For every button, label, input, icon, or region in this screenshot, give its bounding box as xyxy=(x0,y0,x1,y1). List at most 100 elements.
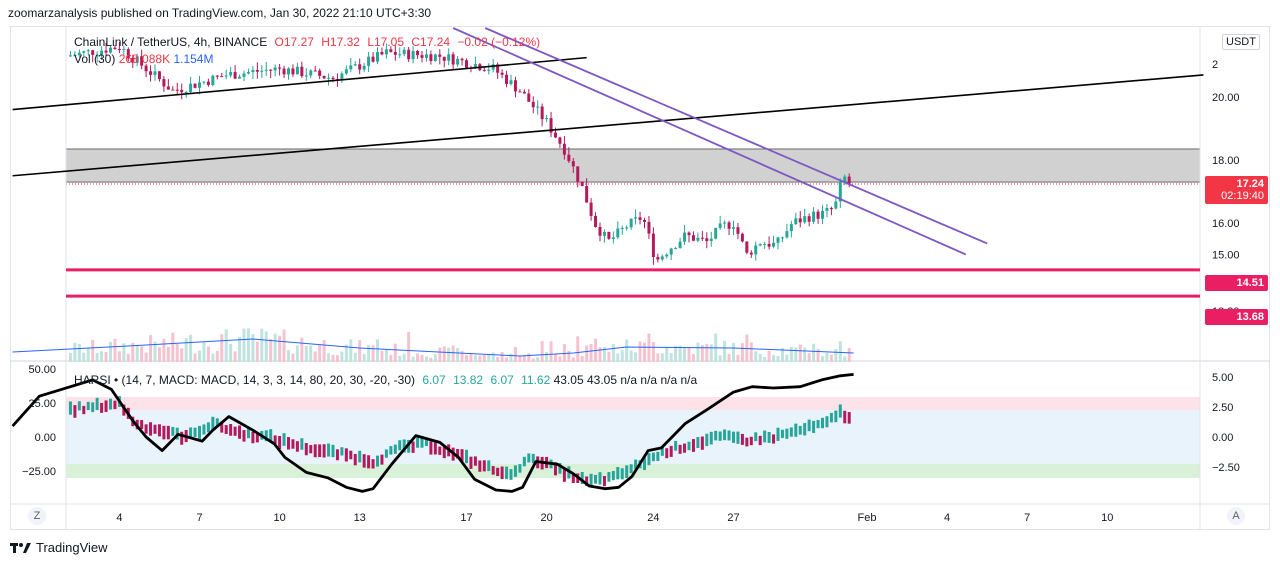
volume-bar xyxy=(206,346,210,362)
log-scale-toggle[interactable]: Z xyxy=(28,507,46,525)
volume-bar xyxy=(220,334,224,362)
candle-body xyxy=(295,66,299,75)
candle-body xyxy=(571,161,575,167)
candle-body xyxy=(838,181,842,202)
harsi-candle xyxy=(238,425,242,439)
candle-body xyxy=(509,80,513,85)
auto-scale-toggle[interactable]: A xyxy=(1227,507,1245,525)
harsi-candle xyxy=(656,451,660,461)
harsi-candle xyxy=(327,443,331,457)
candle-body xyxy=(714,227,718,239)
indicator-name[interactable]: HARSI • (14, 7, MACD: MACD, 14, 3, 3, 14… xyxy=(74,373,416,387)
price-axis-label: 2 xyxy=(1212,59,1218,71)
symbol-legend: ChainLink / TetherUS, 4h, BINANCE O17.27… xyxy=(74,35,540,49)
volume-bar xyxy=(513,347,517,362)
harsi-candle xyxy=(834,410,838,423)
harsi-candle xyxy=(500,466,504,480)
candle-body xyxy=(545,118,549,120)
candle-body xyxy=(487,69,491,71)
time-axis-label: 7 xyxy=(1024,512,1030,524)
candle-body xyxy=(829,208,833,210)
candle-body xyxy=(438,54,442,57)
volume-bar xyxy=(429,357,433,362)
candle-body xyxy=(491,64,495,70)
harsi-candle xyxy=(736,431,740,444)
candle-body xyxy=(763,243,767,245)
volume-bar xyxy=(620,350,624,362)
harsi-candle xyxy=(300,438,304,450)
harsi-candle xyxy=(531,453,535,464)
symbol-name[interactable]: ChainLink / TetherUS, 4h, BINANCE xyxy=(74,35,268,49)
time-axis-label: 17 xyxy=(460,512,472,524)
candle-body xyxy=(674,248,678,250)
indicator-right-label: 2.50 xyxy=(1212,402,1233,414)
volume-bar xyxy=(736,354,740,362)
time-axis-label: 7 xyxy=(196,512,202,524)
harsi-candle xyxy=(376,455,379,467)
harsi-candle xyxy=(580,471,584,485)
volume-bar xyxy=(224,329,228,362)
volume-bar xyxy=(309,345,313,362)
candle-body xyxy=(411,51,415,60)
candle-body xyxy=(678,241,682,249)
volume-bar xyxy=(264,331,268,362)
harsi-candle xyxy=(233,426,237,436)
candle-body xyxy=(371,56,375,62)
volume-bar xyxy=(465,355,468,362)
candle-body xyxy=(647,221,651,234)
volume-bar xyxy=(700,344,704,362)
harsi-candle xyxy=(491,466,495,475)
volume-bar xyxy=(469,353,473,362)
candle-body xyxy=(82,51,86,53)
harsi-candle xyxy=(309,445,313,454)
harsi-candle xyxy=(776,427,780,441)
harsi-candle xyxy=(73,405,77,418)
volume-bar xyxy=(189,334,193,362)
candle-body xyxy=(705,238,709,242)
volume-bar xyxy=(353,352,357,362)
candle-body xyxy=(291,68,295,75)
harsi-candle xyxy=(371,459,375,469)
harsi-candle xyxy=(482,460,486,472)
harsi-candle xyxy=(585,476,589,486)
harsi-candle xyxy=(634,459,638,470)
volume-label[interactable]: Vol (30) xyxy=(74,52,116,66)
indicator-value: 13.82 xyxy=(453,373,484,387)
harsi-candle xyxy=(153,424,157,434)
volume-bar xyxy=(683,347,687,362)
harsi-candle xyxy=(473,456,477,466)
harsi-candle xyxy=(513,465,517,477)
tradingview-logo-icon xyxy=(10,542,31,553)
volume-bar xyxy=(571,357,575,362)
volume-bar xyxy=(371,345,375,362)
candle-body xyxy=(73,55,77,57)
indicator-left-label: −25.00 xyxy=(22,466,56,478)
volume-bar xyxy=(589,344,593,362)
volume-bar xyxy=(313,351,317,362)
price-axis-label: 20.00 xyxy=(1212,92,1240,104)
candle-body xyxy=(456,58,460,65)
candle-body xyxy=(117,49,121,51)
candle-body xyxy=(260,70,264,72)
volume-bar xyxy=(202,342,206,362)
volume-bar xyxy=(322,340,326,362)
harsi-candle xyxy=(478,460,482,472)
volume-bar xyxy=(518,356,522,362)
harsi-candle xyxy=(166,425,170,440)
tradingview-footer[interactable]: TradingView xyxy=(10,540,108,555)
harsi-candle xyxy=(220,421,224,433)
harsi-candle xyxy=(113,400,117,410)
volume-bar xyxy=(340,351,344,362)
candle-body xyxy=(465,60,468,68)
volume-bar xyxy=(665,347,669,362)
ohlc-low: L17.05 xyxy=(367,35,405,49)
candle-body xyxy=(794,218,798,225)
volume-bar xyxy=(73,342,77,362)
harsi-candle xyxy=(86,401,90,411)
candle-body xyxy=(749,252,753,255)
volume-bar xyxy=(126,353,130,362)
currency-button[interactable]: USDT xyxy=(1222,34,1260,50)
volume-bar xyxy=(304,345,308,362)
candle-body xyxy=(754,245,758,255)
